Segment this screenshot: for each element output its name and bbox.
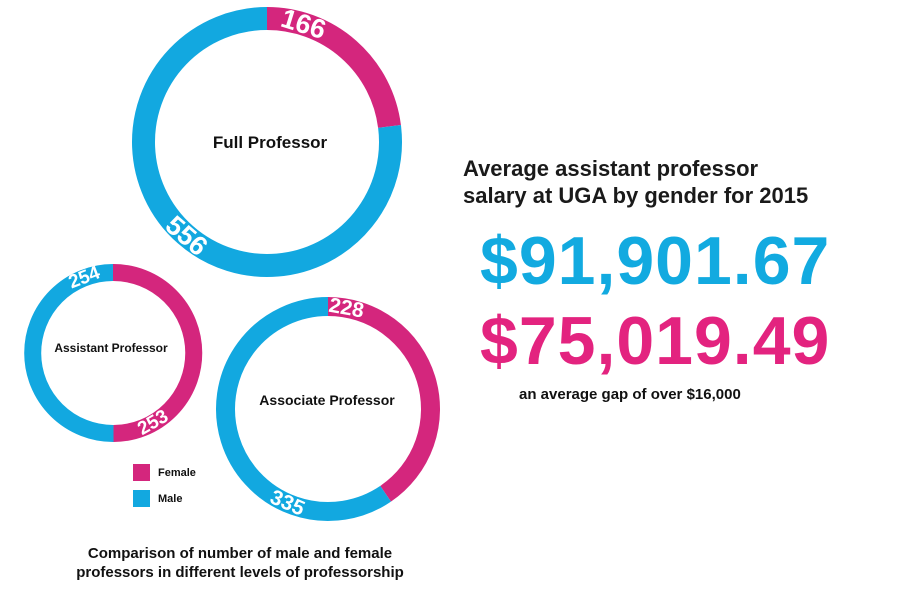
salary-title: Average assistant professor salary at UG… <box>463 155 893 209</box>
assistant-professor-female-arc <box>112 263 203 442</box>
associate-professor-female-count: 228 <box>327 294 366 323</box>
caption-line-2: professors in different levels of profes… <box>76 564 404 581</box>
full-professor-female-count: 166 <box>278 3 330 45</box>
assistant-professor-label: Assistant Professor <box>54 341 168 355</box>
chart-caption: Comparison of number of male and female … <box>20 544 460 582</box>
legend-swatch-female <box>133 464 150 481</box>
full-professor-label: Full Professor <box>213 133 328 152</box>
caption-line-1: Comparison of number of male and female <box>87 545 393 562</box>
associate-professor-female-arc <box>327 297 440 502</box>
legend-label-female: Female <box>158 467 196 479</box>
assistant-professor-male-arc <box>24 264 114 443</box>
salary-title-line-1: Average assistant professor <box>463 156 759 181</box>
associate-professor-male-arc <box>216 297 391 521</box>
full-professor-male-arc <box>132 7 402 277</box>
salary-title-line-2: salary at UGA by gender for 2015 <box>463 183 809 208</box>
male-salary-value: $91,901.67 <box>480 223 831 299</box>
salary-gap-note: an average gap of over $16,000 <box>519 386 741 403</box>
full-professor-female-arc <box>266 7 401 129</box>
legend-label-male: Male <box>158 493 182 505</box>
legend-swatch-male <box>133 490 150 507</box>
female-salary-value: $75,019.49 <box>480 303 831 379</box>
associate-professor-label: Associate Professor <box>259 392 395 408</box>
